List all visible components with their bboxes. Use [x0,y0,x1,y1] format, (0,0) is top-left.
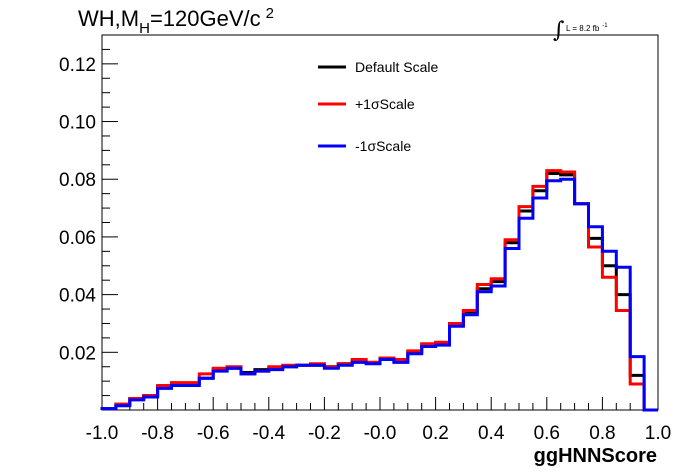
luminosity-label: ∫ L = 8.2 fb -1 [553,18,608,43]
series-0-line [100,172,658,412]
title-subscript: H [139,20,150,37]
svg-text:WH,MH=120GeV/c2: WH,MH=120GeV/c 2 [78,5,274,37]
legend: Default Scale +1σScale -1σScale [318,59,438,154]
luminosity-superscript: -1 [602,23,608,29]
legend-label-1: +1σScale [355,96,415,112]
legend-label-2: -1σScale [355,138,411,154]
x-tick-label: 0.6 [534,423,560,444]
title-rest: =120GeV/c [150,6,261,31]
legend-label-0: Default Scale [355,59,438,75]
x-tick-label: -0.4 [252,423,285,444]
luminosity-text: L = 8.2 fb [566,24,600,33]
title-superscript: 2 [266,5,274,22]
x-tick-label: 0.2 [422,423,448,444]
y-tick-label: 0.08 [59,170,96,191]
x-tick-label: -0.2 [308,423,341,444]
title-main: WH,M [78,6,139,31]
x-tick-label: -0.8 [141,423,174,444]
x-tick-label: 0.8 [589,423,615,444]
y-tick-label: 0.04 [59,286,96,307]
x-tick-label: -0.6 [197,423,230,444]
x-tick-label: -1.0 [86,423,119,444]
y-tick-label: 0.12 [59,55,96,76]
plot-frame [101,34,659,411]
x-tick-label: 0.4 [478,423,505,444]
series-layer [100,169,658,412]
x-axis-ticks: -1.0 -0.8 -0.6 -0.4 -0.2 -0.0 0.2 0.4 0.6 0.8 1.0 [86,397,671,444]
chart-title: WH,MH=120GeV/c 2 [78,5,274,37]
series-2-line [100,177,658,412]
y-axis-ticks: 0.02 0.04 0.06 0.08 0.10 0.12 [59,34,118,397]
integral-sign: ∫ [553,18,565,43]
x-axis-label: ggHNNScore [534,445,657,467]
y-tick-label: 0.06 [59,228,96,249]
svg-text:L = 8.2 fb-1: L = 8.2 fb -1 [566,23,608,33]
y-tick-label: 0.10 [59,113,96,134]
x-tick-label: 1.0 [645,423,671,444]
y-tick-label: 0.02 [59,343,96,364]
x-tick-label: -0.0 [364,423,397,444]
series-1-line [100,169,658,412]
